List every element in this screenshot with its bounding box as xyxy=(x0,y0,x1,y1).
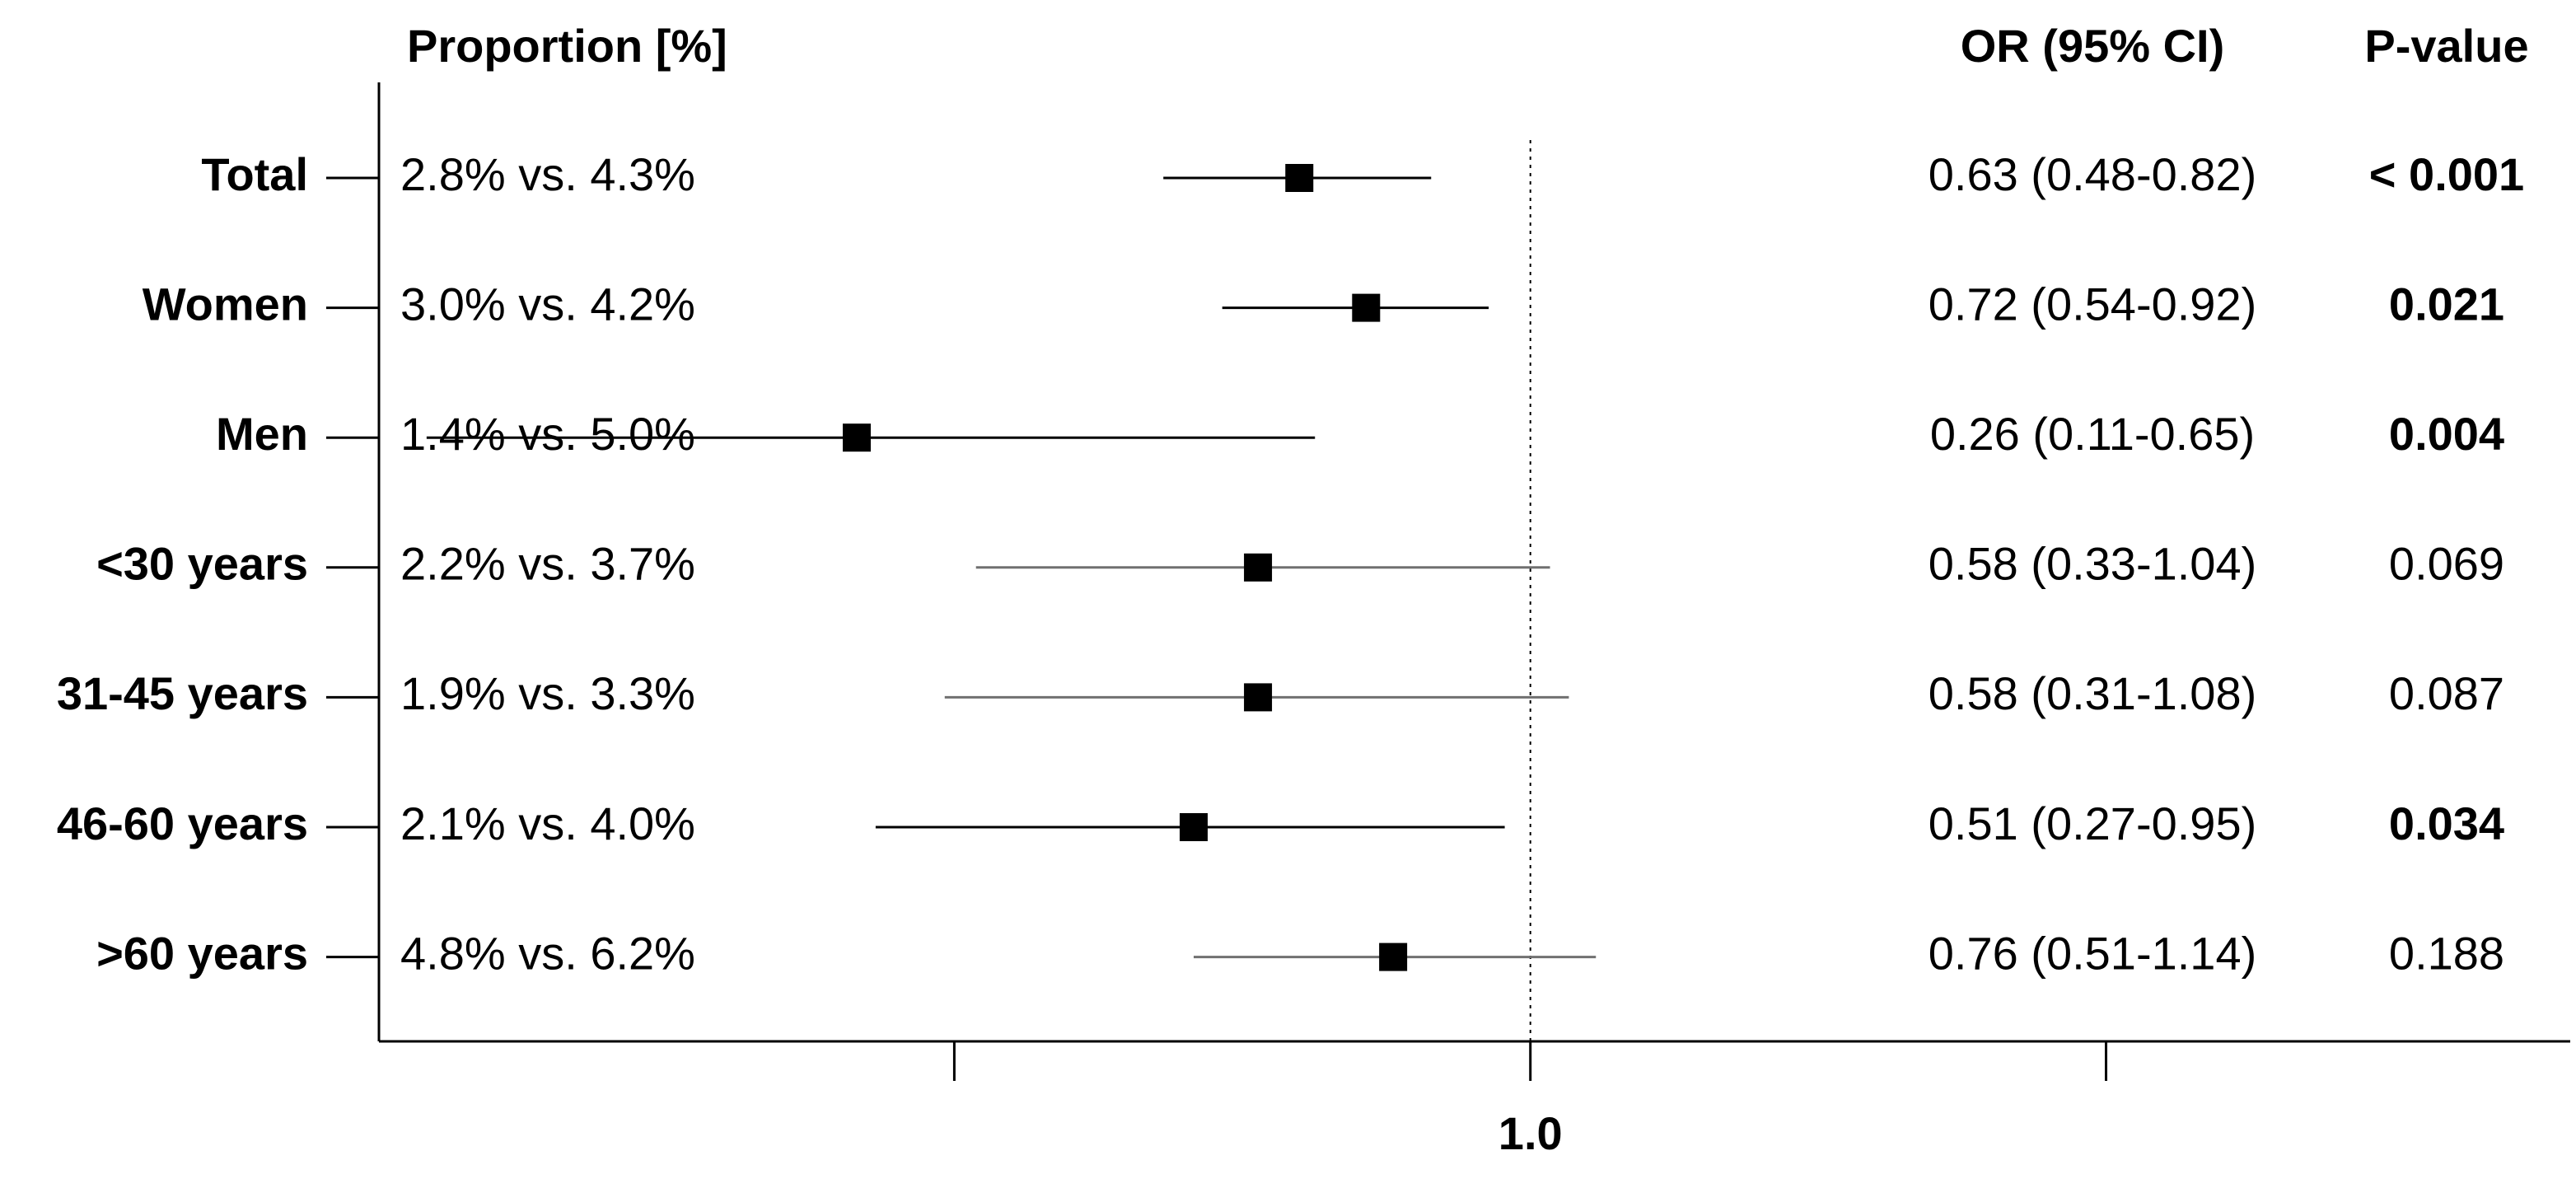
x-tick-label: 1.0 xyxy=(1498,1107,1563,1159)
proportion: 1.4% vs. 5.0% xyxy=(400,408,695,460)
or-ci: 0.26 (0.11-0.65) xyxy=(1930,408,2255,460)
row-label: 46-60 years xyxy=(57,797,308,849)
p-value: 0.004 xyxy=(2389,408,2504,460)
p-header: P-value xyxy=(2364,20,2528,72)
or-ci: 0.63 (0.48-0.82) xyxy=(1928,148,2256,200)
proportion: 2.2% vs. 3.7% xyxy=(400,538,695,590)
or-marker xyxy=(1244,683,1273,712)
row-label: Total xyxy=(201,148,308,200)
row-label: Women xyxy=(143,278,308,330)
p-value: 0.188 xyxy=(2389,927,2504,979)
or-marker xyxy=(1379,942,1408,971)
p-value: < 0.001 xyxy=(2369,148,2524,200)
p-value: 0.034 xyxy=(2389,797,2504,849)
p-value: 0.021 xyxy=(2389,278,2504,330)
proportion: 2.1% vs. 4.0% xyxy=(400,797,695,849)
proportion: 3.0% vs. 4.2% xyxy=(400,278,695,330)
or-ci: 0.58 (0.31-1.08) xyxy=(1928,667,2256,719)
proportion-header: Proportion [%] xyxy=(407,20,727,72)
or-marker xyxy=(1285,164,1314,192)
or-ci: 0.51 (0.27-0.95) xyxy=(1928,797,2256,849)
or-ci: 0.58 (0.33-1.04) xyxy=(1928,538,2256,590)
or-ci: 0.72 (0.54-0.92) xyxy=(1928,278,2256,330)
or-marker xyxy=(1244,553,1273,582)
row-label: 31-45 years xyxy=(57,667,308,719)
p-value: 0.069 xyxy=(2389,538,2504,590)
proportion: 2.8% vs. 4.3% xyxy=(400,148,695,200)
proportion: 4.8% vs. 6.2% xyxy=(400,927,695,979)
p-value: 0.087 xyxy=(2389,667,2504,719)
or-marker xyxy=(843,423,872,452)
row-label: >60 years xyxy=(96,927,308,979)
or-marker xyxy=(1179,813,1208,841)
row-label: Men xyxy=(216,408,308,460)
or-ci: 0.76 (0.51-1.14) xyxy=(1928,927,2256,979)
or-header: OR (95% CI) xyxy=(1961,20,2225,72)
or-marker xyxy=(1352,293,1381,322)
proportion: 1.9% vs. 3.3% xyxy=(400,667,695,719)
row-label: <30 years xyxy=(96,538,308,590)
